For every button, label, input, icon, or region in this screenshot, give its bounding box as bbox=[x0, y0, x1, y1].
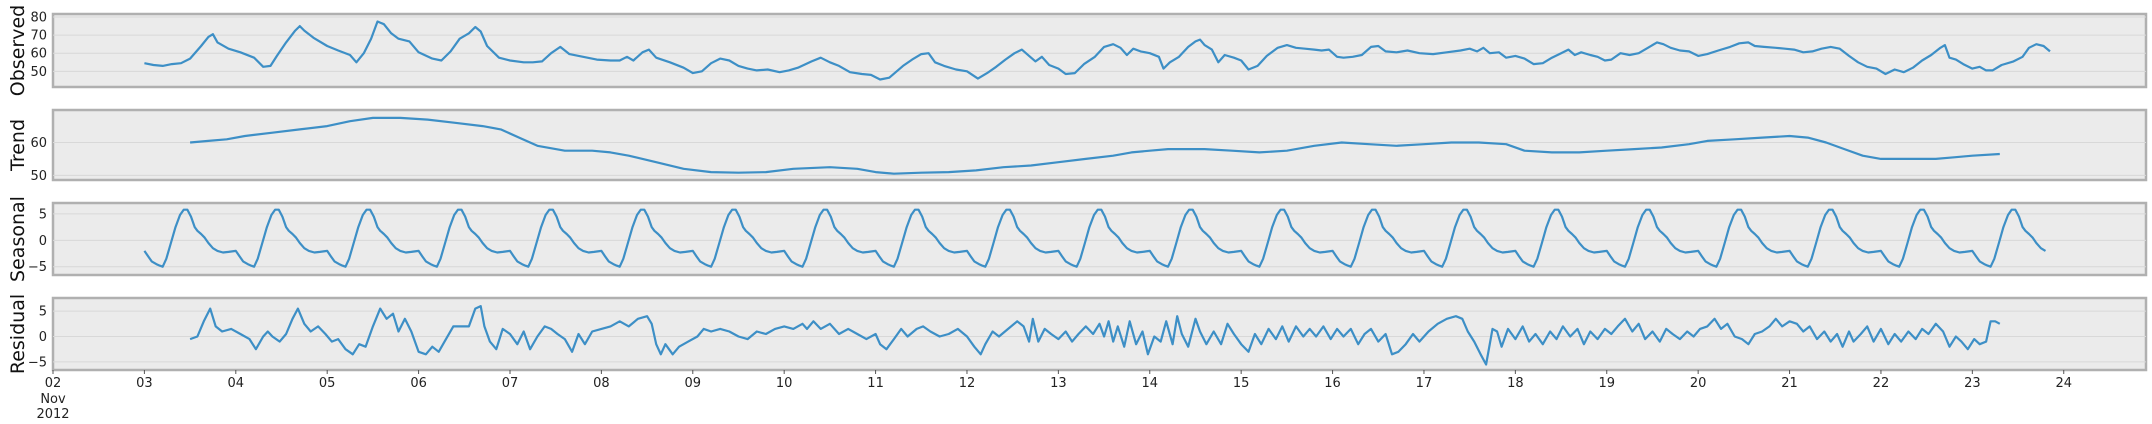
xtick-label: 09 bbox=[685, 376, 702, 391]
xtick-label: 12 bbox=[959, 376, 976, 391]
x-axis: 02 03 04 05 06 07 08 09 10 11 12 13 14 15 16 17 18 19 20 21… bbox=[36, 370, 2072, 422]
xtick-label: 04 bbox=[228, 376, 245, 391]
xtick-label: 16 bbox=[1324, 376, 1341, 391]
residual-ylabel: Residual bbox=[7, 294, 29, 374]
seasonal-ytick-label: −5 bbox=[28, 260, 47, 275]
xtick-label: 07 bbox=[502, 376, 519, 391]
seasonal-series-line bbox=[143, 208, 2047, 268]
residual-ytick-label: 5 bbox=[39, 305, 47, 320]
xtick-label: 14 bbox=[1141, 376, 1158, 391]
observed-ytick-label: 80 bbox=[30, 11, 47, 26]
trend-ylabel: Trend bbox=[7, 119, 29, 172]
observed-ylabel: Observed bbox=[7, 5, 29, 96]
trend-plot-area bbox=[51, 108, 2148, 182]
observed-ytick-label: 60 bbox=[30, 47, 47, 62]
observed-series-line bbox=[144, 20, 2051, 81]
xtick-label: 05 bbox=[319, 376, 336, 391]
panels-layer: 50607080Observed5060Trend50−5Seasonal50−… bbox=[7, 5, 2148, 374]
xtick-label: 19 bbox=[1598, 376, 1615, 391]
xaxis-year-label: 2012 bbox=[36, 407, 69, 422]
residual-plot-area bbox=[51, 296, 2148, 372]
residual-ytick-label: 0 bbox=[39, 330, 47, 345]
xtick-label: 22 bbox=[1873, 376, 1890, 391]
xtick-label: 02 bbox=[45, 376, 62, 391]
xtick-label: 06 bbox=[410, 376, 427, 391]
seasonal-ylabel: Seasonal bbox=[7, 196, 29, 282]
seasonal-ytick-label: 0 bbox=[39, 234, 47, 249]
trend-series-line bbox=[190, 116, 2000, 175]
xtick-label: 17 bbox=[1416, 376, 1433, 391]
observed-ytick-label: 50 bbox=[30, 65, 47, 80]
xtick-label: 11 bbox=[867, 376, 884, 391]
xtick-label: 23 bbox=[1964, 376, 1981, 391]
xtick-label: 10 bbox=[776, 376, 793, 391]
seasonal-ytick-label: 5 bbox=[39, 207, 47, 222]
xtick-label: 18 bbox=[1507, 376, 1524, 391]
xtick-label: 21 bbox=[1781, 376, 1798, 391]
trend-ytick-label: 60 bbox=[30, 136, 47, 151]
seasonal-plot-area bbox=[51, 201, 2148, 277]
xtick-label: 20 bbox=[1690, 376, 1707, 391]
xtick-label: 03 bbox=[136, 376, 153, 391]
residual-series-line bbox=[189, 305, 2001, 366]
xtick-label: 13 bbox=[1050, 376, 1067, 391]
trend-ytick-label: 50 bbox=[30, 169, 47, 184]
xtick-label: 24 bbox=[2055, 376, 2072, 391]
residual-ytick-label: −5 bbox=[28, 355, 47, 370]
xtick-label: 08 bbox=[593, 376, 610, 391]
xaxis-month-label: Nov bbox=[40, 392, 66, 407]
xtick-label: 15 bbox=[1233, 376, 1250, 391]
observed-ytick-label: 70 bbox=[30, 29, 47, 44]
